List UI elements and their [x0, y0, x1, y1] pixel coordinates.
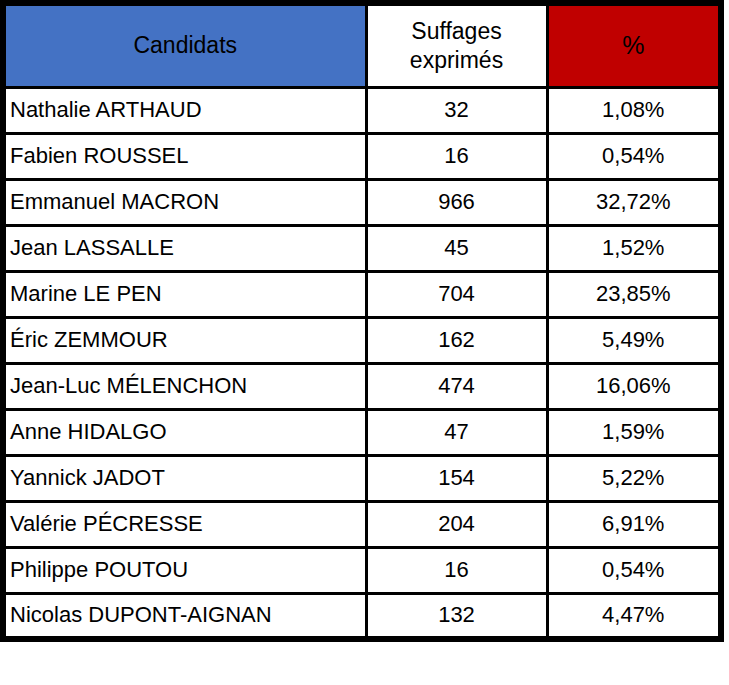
table-row: Valérie PÉCRESSE 204 6,91%	[3, 501, 721, 547]
votes-value: 16	[366, 133, 547, 179]
election-results-page: Candidats Suffages exprimés % Nathalie A…	[0, 0, 729, 685]
candidate-name: Fabien ROUSSEL	[3, 133, 366, 179]
table-row: Yannick JADOT 154 5,22%	[3, 455, 721, 501]
table-row: Nathalie ARTHAUD 32 1,08%	[3, 87, 721, 133]
candidate-name: Jean LASSALLE	[3, 225, 366, 271]
candidate-name: Valérie PÉCRESSE	[3, 501, 366, 547]
column-header-suffrages-exprimes: Suffages exprimés	[366, 3, 547, 87]
candidate-name: Marine LE PEN	[3, 271, 366, 317]
column-header-percent: %	[547, 3, 721, 87]
table-row: Marine LE PEN 704 23,85%	[3, 271, 721, 317]
votes-value: 966	[366, 179, 547, 225]
percent-value: 1,59%	[547, 409, 721, 455]
percent-value: 1,08%	[547, 87, 721, 133]
percent-value: 32,72%	[547, 179, 721, 225]
header-row: Candidats Suffages exprimés %	[3, 3, 721, 87]
votes-value: 132	[366, 593, 547, 639]
votes-value: 154	[366, 455, 547, 501]
candidate-name: Yannick JADOT	[3, 455, 366, 501]
percent-value: 0,54%	[547, 547, 721, 593]
percent-value: 0,54%	[547, 133, 721, 179]
votes-value: 704	[366, 271, 547, 317]
votes-value: 162	[366, 317, 547, 363]
candidate-name: Jean-Luc MÉLENCHON	[3, 363, 366, 409]
percent-value: 5,22%	[547, 455, 721, 501]
votes-value: 16	[366, 547, 547, 593]
table-row: Philippe POUTOU 16 0,54%	[3, 547, 721, 593]
percent-value: 4,47%	[547, 593, 721, 639]
table-row: Anne HIDALGO 47 1,59%	[3, 409, 721, 455]
percent-value: 1,52%	[547, 225, 721, 271]
votes-value: 204	[366, 501, 547, 547]
candidate-name: Nicolas DUPONT-AIGNAN	[3, 593, 366, 639]
election-results-table: Candidats Suffages exprimés % Nathalie A…	[0, 0, 724, 642]
table-row: Jean LASSALLE 45 1,52%	[3, 225, 721, 271]
votes-value: 32	[366, 87, 547, 133]
table-row: Éric ZEMMOUR 162 5,49%	[3, 317, 721, 363]
candidate-name: Anne HIDALGO	[3, 409, 366, 455]
table-row: Jean-Luc MÉLENCHON 474 16,06%	[3, 363, 721, 409]
percent-value: 16,06%	[547, 363, 721, 409]
column-header-candidats: Candidats	[3, 3, 366, 87]
table-row: Nicolas DUPONT-AIGNAN 132 4,47%	[3, 593, 721, 639]
table-row: Emmanuel MACRON 966 32,72%	[3, 179, 721, 225]
candidate-name: Nathalie ARTHAUD	[3, 87, 366, 133]
votes-value: 474	[366, 363, 547, 409]
table-row: Fabien ROUSSEL 16 0,54%	[3, 133, 721, 179]
votes-value: 47	[366, 409, 547, 455]
candidate-name: Emmanuel MACRON	[3, 179, 366, 225]
candidate-name: Philippe POUTOU	[3, 547, 366, 593]
percent-value: 6,91%	[547, 501, 721, 547]
percent-value: 23,85%	[547, 271, 721, 317]
votes-value: 45	[366, 225, 547, 271]
candidate-name: Éric ZEMMOUR	[3, 317, 366, 363]
percent-value: 5,49%	[547, 317, 721, 363]
